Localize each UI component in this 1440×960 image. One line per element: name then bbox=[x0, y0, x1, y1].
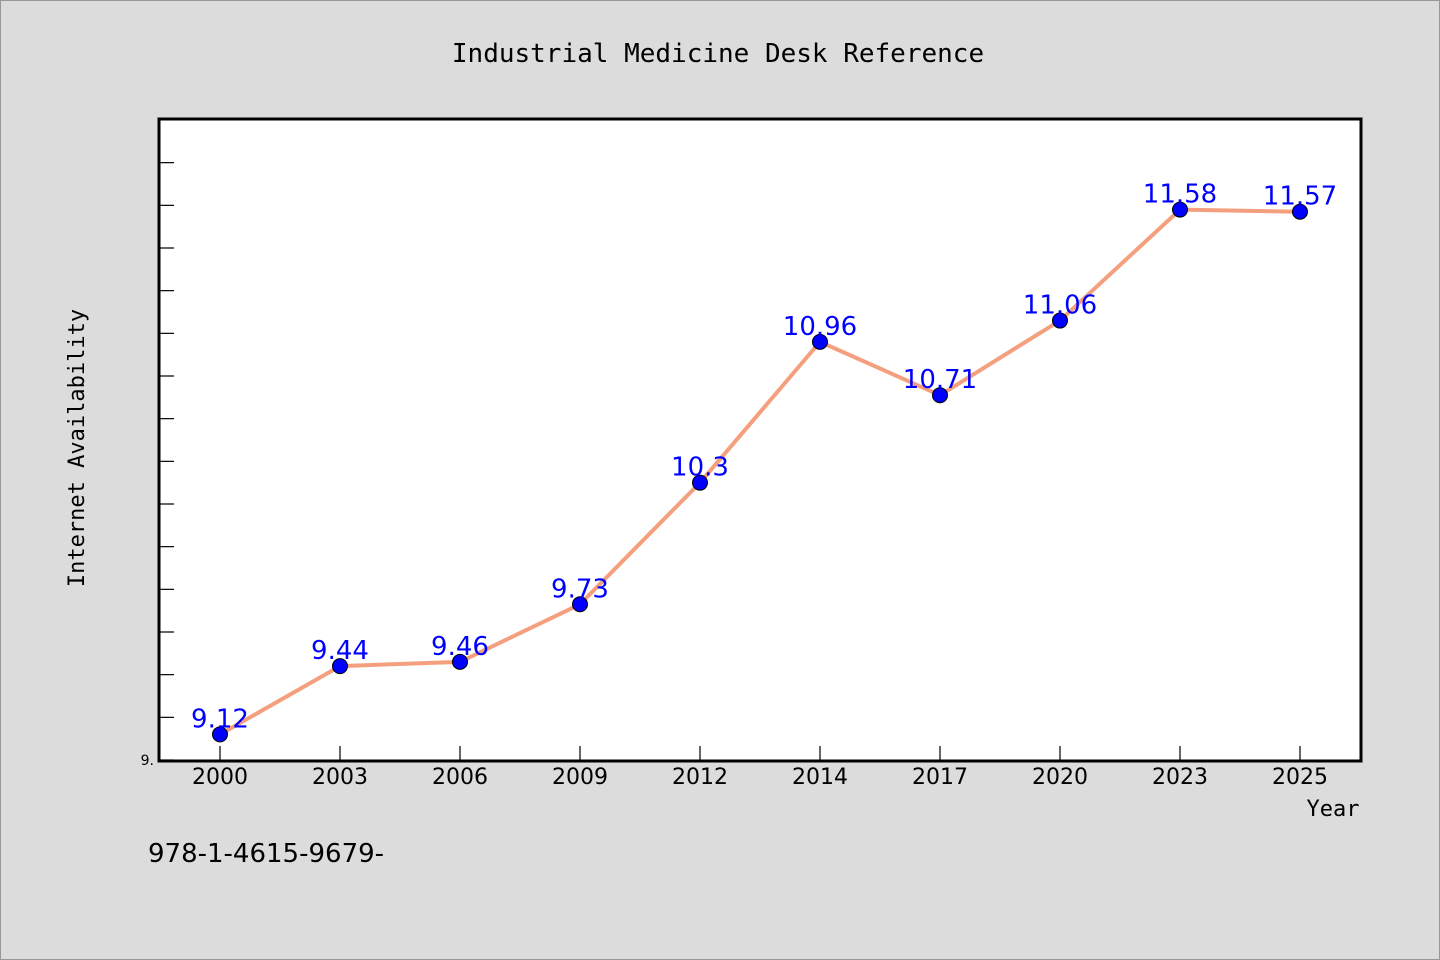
data-label: 10.3 bbox=[671, 453, 729, 483]
x-axis-label: Year bbox=[1307, 797, 1360, 822]
series-layer: 9.12 9.44 9.46 9.73 10.3 10.96 10.71 11.06 11.58… bbox=[191, 180, 1337, 743]
data-label: 11.58 bbox=[1143, 180, 1217, 210]
data-point bbox=[1052, 312, 1068, 329]
chart-title: Industrial Medicine Desk Reference bbox=[452, 39, 984, 69]
data-point bbox=[812, 333, 828, 350]
x-tick-label: 2017 bbox=[912, 765, 968, 790]
data-label: 9.73 bbox=[551, 574, 609, 604]
data-label: 10.96 bbox=[783, 312, 857, 342]
data-label: 10.71 bbox=[903, 365, 977, 395]
x-tick-label: 2020 bbox=[1032, 765, 1088, 790]
data-point bbox=[572, 596, 588, 613]
data-label: 11.06 bbox=[1023, 291, 1097, 321]
x-tick-label: 2023 bbox=[1152, 765, 1208, 790]
data-point bbox=[692, 474, 708, 491]
x-axis-ticks: 2000 2003 2006 2009 2012 2014 2017 2020 2023 2025 bbox=[192, 746, 1328, 790]
data-point bbox=[332, 658, 348, 675]
x-tick-label: 2014 bbox=[792, 765, 848, 790]
data-label: 9.44 bbox=[311, 636, 369, 666]
data-point bbox=[452, 653, 468, 670]
data-label: 9.46 bbox=[431, 632, 489, 662]
data-point bbox=[932, 387, 948, 404]
data-label: 9.12 bbox=[191, 704, 249, 734]
data-point bbox=[212, 726, 228, 743]
y-axis-label: Internet Availability bbox=[65, 309, 90, 587]
data-point bbox=[1172, 201, 1188, 218]
x-tick-label: 2012 bbox=[672, 765, 728, 790]
data-point bbox=[1292, 203, 1308, 220]
series-line bbox=[219, 207, 1301, 737]
x-tick-label: 2003 bbox=[312, 765, 368, 790]
data-label: 11.57 bbox=[1263, 182, 1337, 212]
footer-text: 978-1-4615-9679- bbox=[148, 839, 384, 869]
x-tick-label: 2006 bbox=[432, 765, 488, 790]
x-tick-label: 2000 bbox=[192, 765, 248, 790]
x-tick-label: 2025 bbox=[1272, 765, 1328, 790]
x-tick-label: 2009 bbox=[552, 765, 608, 790]
y-tick-label: 9. bbox=[141, 753, 154, 769]
y-axis-ticks: 9. bbox=[141, 162, 174, 769]
